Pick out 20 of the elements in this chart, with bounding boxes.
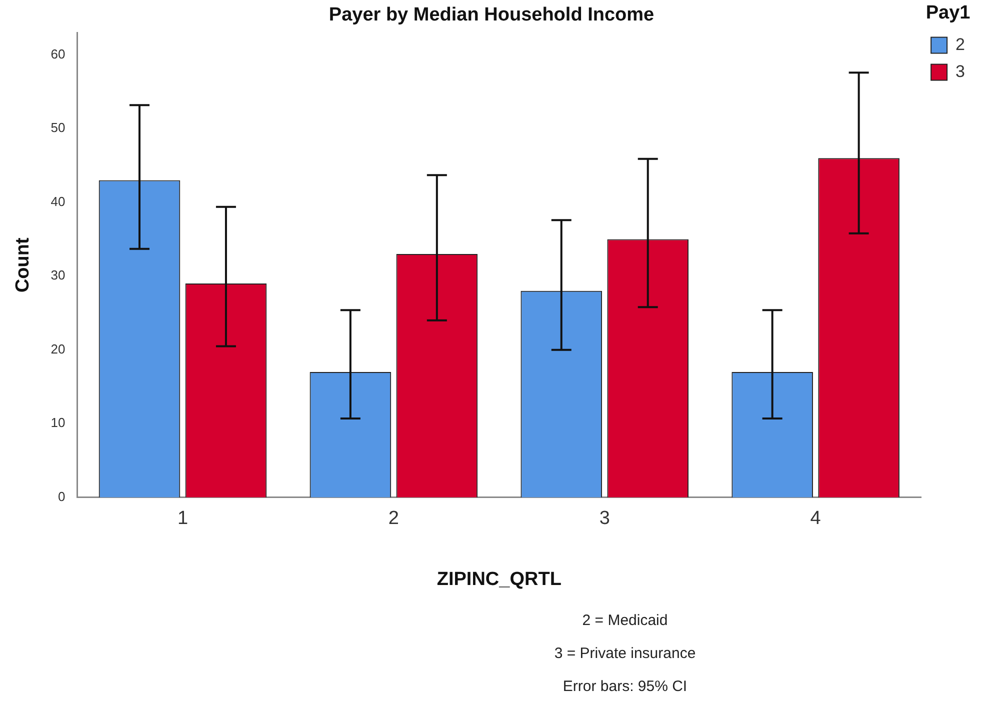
y-tick-label: 50 (50, 120, 66, 136)
x-axis-title: ZIPINC_QRTL (436, 568, 562, 590)
text: 3 = Private insurance (553, 645, 697, 662)
x-tick-label: 4 (810, 508, 822, 530)
y-tick-label: 40 (50, 194, 66, 209)
y-tick-label: 0 (58, 488, 66, 504)
legend-label: 3 (956, 62, 966, 81)
x-tick-label: 2 (388, 508, 399, 530)
y-tick-label: 20 (50, 341, 66, 356)
x-tick-label: 3 (599, 508, 610, 530)
text: Error bars: 95% CI (562, 678, 688, 695)
legend-label: 2 (956, 34, 966, 54)
y-axis-title: Count (12, 237, 34, 293)
y-tick-label: 30 (50, 268, 66, 283)
y-tick-label: 60 (50, 46, 66, 62)
text: 2 = Medicaid (581, 612, 669, 629)
legend-title: Pay1 (926, 2, 971, 24)
y-tick-label: 10 (50, 415, 66, 430)
x-tick-label: 1 (177, 508, 188, 530)
chart-title: Payer by Median Household Income (328, 4, 654, 26)
